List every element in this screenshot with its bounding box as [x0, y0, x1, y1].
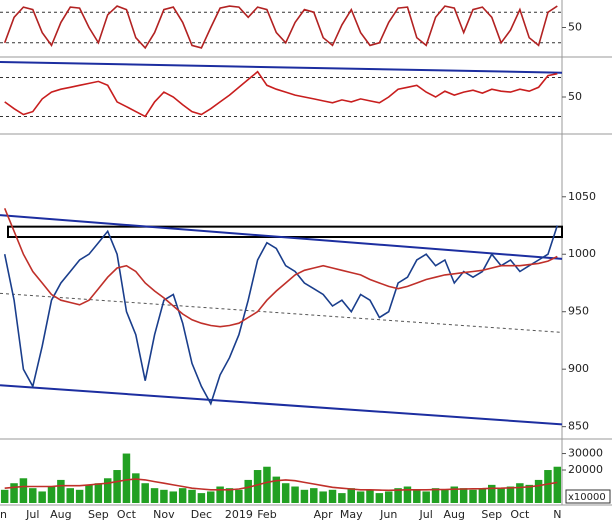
volume-bar: [85, 484, 93, 503]
volume-bar: [263, 466, 271, 503]
volume-bar: [29, 488, 37, 503]
y-tick-label: 30000: [568, 447, 603, 460]
trendline: [0, 61, 563, 74]
x-tick-label: Dec: [191, 508, 212, 521]
x-tick-label: Oct: [510, 508, 530, 521]
x-tick-label: N: [553, 508, 561, 521]
volume-bar: [356, 491, 365, 503]
y-tick-label: 900: [568, 362, 589, 375]
volume-bar: [113, 470, 121, 503]
series-line: [4, 70, 558, 118]
unit-box: [565, 489, 611, 504]
volume-bar: [413, 489, 421, 503]
volume-bar: [188, 489, 196, 503]
volume-bar: [459, 488, 468, 503]
volume-bar: [10, 483, 18, 503]
volume-bar: [141, 483, 149, 503]
unit-label: x10000: [568, 492, 606, 503]
volume-bar: [534, 479, 543, 503]
volume-bar: [38, 491, 46, 503]
trendline: [0, 292, 563, 333]
series-line: [3, 5, 558, 50]
volume-bar: [469, 489, 477, 503]
x-tick-label: Jul: [419, 508, 433, 521]
volume-bar: [169, 491, 178, 503]
volume-bar: [319, 491, 327, 503]
volume-bar: [122, 453, 131, 503]
volume-bar: [478, 488, 487, 503]
y-tick-label: 1050: [568, 190, 596, 203]
volume-bar: [225, 488, 234, 503]
x-tick-label: Sep: [481, 508, 502, 521]
volume-bar: [488, 484, 496, 503]
volume-bar: [160, 489, 168, 503]
volume-bar: [197, 493, 206, 503]
x-tick-label: May: [340, 508, 363, 521]
y-tick-label: 850: [568, 420, 589, 433]
volume-bar: [0, 489, 9, 503]
volume-bar: [216, 486, 224, 503]
x-tick-label: Nov: [153, 508, 175, 521]
y-tick-label: 50: [568, 21, 582, 34]
volume-bar: [422, 491, 430, 503]
x-tick-label: Apr: [314, 508, 334, 521]
volume-bar: [384, 491, 393, 503]
volume-bar: [244, 479, 252, 503]
y-tick-label: 950: [568, 305, 589, 318]
volume-bar: [506, 486, 515, 503]
volume-bar: [75, 489, 84, 503]
series-line: [3, 207, 558, 328]
volume-bar: [394, 488, 402, 503]
volume-bar: [525, 484, 533, 503]
y-tick-label: 1000: [568, 247, 596, 260]
x-tick-label: n: [0, 508, 7, 521]
x-tick-label: Jul: [25, 508, 39, 521]
volume-bar: [328, 489, 337, 503]
volume-bar: [19, 478, 28, 503]
volume-bar: [150, 488, 159, 503]
volume-bar: [253, 470, 262, 503]
trendline: [0, 214, 563, 260]
volume-bar: [132, 473, 140, 503]
volume-bar: [553, 466, 562, 503]
volume-bar: [103, 478, 112, 503]
trendline: [0, 384, 563, 426]
volume-bar: [516, 483, 524, 503]
volume-bar: [300, 489, 309, 503]
volume-bar: [178, 488, 187, 503]
volume-bar: [291, 486, 299, 503]
volume-bar: [450, 486, 459, 503]
x-tick-label: Aug: [444, 508, 465, 521]
volume-bar: [441, 489, 449, 503]
x-tick-label: Jun: [379, 508, 397, 521]
x-tick-label: Feb: [257, 508, 276, 521]
x-tick-label: Aug: [50, 508, 71, 521]
volume-bar: [403, 486, 412, 503]
volume-bar: [281, 483, 290, 503]
volume-bar: [310, 488, 318, 503]
volume-bar: [347, 488, 355, 503]
volume-bar: [47, 486, 56, 503]
volume-bar: [338, 493, 346, 503]
volume-bar: [66, 488, 74, 503]
volume-bar: [207, 491, 215, 503]
volume-bar: [375, 493, 384, 503]
y-tick-label: 50: [568, 90, 582, 103]
y-tick-label: 20000: [568, 463, 603, 476]
x-tick-label: Oct: [117, 508, 137, 521]
volume-bar: [497, 488, 505, 503]
volume-bar: [366, 489, 374, 503]
volume-bar: [544, 470, 552, 503]
volume-bar: [57, 479, 65, 503]
x-tick-label: Sep: [88, 508, 109, 521]
x-tick-label: 2019: [225, 508, 253, 521]
volume-bar: [431, 488, 440, 503]
volume-bar: [94, 483, 103, 503]
volume-bar: [235, 489, 243, 503]
series-line: [4, 478, 558, 492]
volume-bar: [272, 476, 281, 503]
